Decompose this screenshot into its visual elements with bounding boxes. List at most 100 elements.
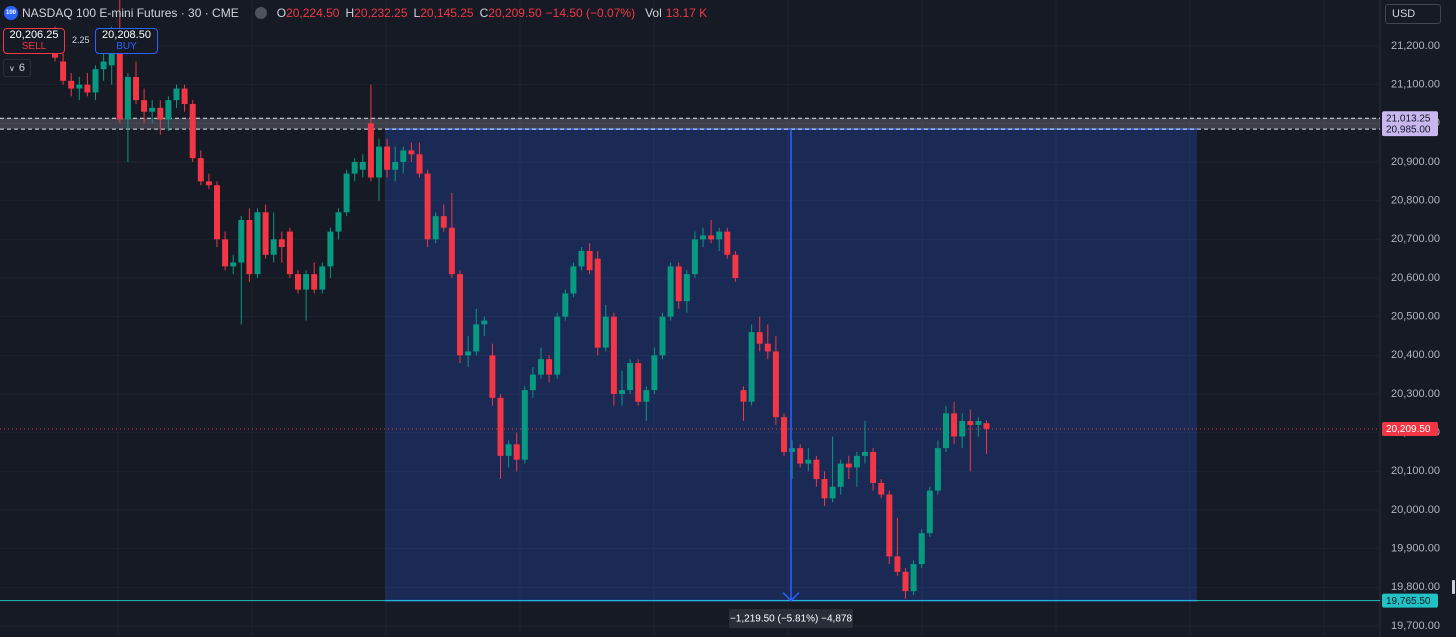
candle-body	[457, 274, 463, 356]
y-tick-label: 20,800.00	[1391, 195, 1440, 207]
candle-body	[311, 274, 318, 290]
candle-body	[651, 355, 658, 391]
candle-body	[489, 355, 496, 398]
candle-body	[60, 61, 67, 81]
measure-label-bg	[729, 609, 853, 628]
candle-body	[513, 444, 520, 460]
currency[interactable]: USD	[1385, 4, 1441, 24]
candle-body	[700, 235, 706, 240]
candle-body	[926, 490, 933, 534]
candle-body	[724, 231, 731, 255]
ohlc-value: 20,209.50	[488, 6, 542, 20]
candle-body	[659, 316, 666, 356]
candle-body	[878, 482, 885, 495]
candle-body	[465, 351, 472, 356]
candle-body	[594, 258, 601, 348]
candle-body	[173, 88, 180, 101]
candle-body	[165, 100, 172, 120]
y-tick-label: 20,900.00	[1391, 156, 1440, 168]
candle-body	[627, 363, 634, 391]
candle-body	[529, 374, 536, 391]
spread: 2.25	[72, 35, 90, 45]
candle-body	[254, 212, 261, 275]
candle-body	[797, 448, 804, 464]
price-tag-bg	[1382, 122, 1438, 137]
candle-body	[116, 46, 123, 120]
candle-body	[635, 363, 642, 402]
buy-label: BUY	[116, 41, 137, 52]
candle-body	[853, 455, 860, 468]
candle-body	[286, 231, 293, 275]
y-tick-label: 20,300.00	[1391, 388, 1440, 400]
candle-body	[789, 448, 796, 452]
candle-body	[440, 216, 447, 228]
ohlc: O20,224.50 H20,232.25 L20,145.25 C20,209.50	[271, 6, 542, 20]
y-tick-label: 19,800.00	[1391, 581, 1440, 593]
candle-body	[197, 158, 204, 182]
candle-body	[400, 150, 407, 163]
candle-body	[222, 239, 229, 267]
price-tag-bg	[1382, 593, 1438, 608]
sell-button[interactable]: 20,206.25 SELL	[3, 28, 65, 54]
candle-body	[610, 316, 617, 394]
y-tick-label: 19,900.00	[1391, 543, 1440, 555]
candle-body	[570, 266, 577, 294]
candle-body	[951, 413, 958, 437]
candle-body	[983, 423, 990, 429]
edge-handle	[1452, 580, 1455, 594]
chevron: ∨	[9, 63, 15, 73]
candle-body	[845, 463, 852, 468]
candle-body	[943, 413, 949, 449]
candle-body	[149, 107, 156, 112]
candle-body	[772, 351, 779, 418]
candle-body	[295, 274, 301, 290]
header: 100 NASDAQ 100 E-mini Futures · 30 · CME…	[4, 6, 707, 20]
candle-body	[546, 359, 553, 375]
candle-body	[781, 417, 787, 452]
candle-body	[554, 316, 561, 375]
candle-body	[643, 390, 650, 402]
vol: 13.17 K	[665, 6, 708, 20]
candle-body	[432, 216, 439, 240]
price-tag: 21,013.25	[1386, 113, 1431, 124]
candle-body	[100, 61, 107, 70]
price-tag-bg	[1382, 111, 1438, 126]
price-tag: 20,985.00	[1386, 124, 1431, 135]
candle-body	[578, 250, 585, 267]
sell-price: 20,206.25	[9, 29, 59, 41]
candle-body	[278, 239, 285, 248]
candle-body	[521, 390, 528, 460]
change: −14.50 (−0.07%)	[545, 6, 636, 20]
candle-body	[124, 76, 131, 120]
candle-body	[262, 212, 269, 255]
candle-body	[246, 220, 253, 275]
candle-body	[805, 459, 812, 464]
candle-body	[975, 421, 982, 425]
candle-body	[602, 316, 609, 348]
ohlc-key: O	[276, 6, 287, 20]
buy-price: 20,208.50	[102, 29, 151, 41]
indicator-toggle[interactable]: ∨ 6	[3, 59, 31, 77]
collapse-button[interactable]	[254, 7, 267, 19]
measure-label: −1,219.50 (−5.81%) −4,878	[730, 614, 852, 625]
ohlc-value: 20,224.50	[286, 6, 340, 20]
candle-body	[408, 150, 415, 155]
candle-body	[108, 46, 115, 66]
candle-body	[619, 390, 625, 394]
price-tag: 20,209.50	[1386, 424, 1431, 435]
ohlc-key: C	[479, 6, 489, 20]
ohlc-key: H	[345, 6, 355, 20]
candle-body	[862, 451, 868, 456]
candle-body	[813, 459, 820, 480]
candle-body	[367, 123, 374, 178]
candle-body	[959, 421, 966, 437]
candle-body	[675, 266, 682, 302]
buy-button[interactable]: 20,208.50 BUY	[95, 28, 158, 54]
symbol[interactable]: NASDAQ 100 E-mini Futures · 30 · CME	[22, 6, 239, 20]
candle-body	[448, 227, 455, 275]
candle-body	[359, 162, 366, 170]
candle-body	[910, 564, 917, 592]
candle-body	[934, 448, 941, 491]
candle-body	[327, 231, 334, 267]
